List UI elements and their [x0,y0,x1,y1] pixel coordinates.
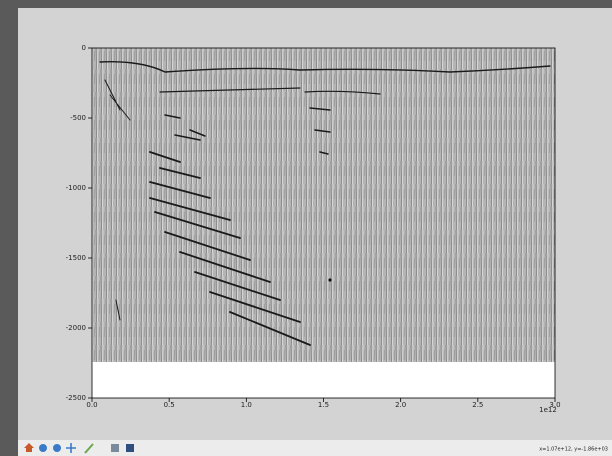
y-tick-label: -2000 [66,324,86,332]
x-tick-label: 0.0 [86,401,97,409]
back-button[interactable] [39,444,47,452]
configure-button[interactable] [111,444,119,452]
x-tick-label: 3.0 [549,401,560,409]
page: 1e12 x=1.07e+12, y=-1.86e+03 0.00.51.01.… [0,0,612,456]
y-tick-label: -1000 [66,184,86,192]
y-tick-label: -2500 [66,394,86,402]
x-tick-label: 2.0 [395,401,406,409]
forward-button[interactable] [53,444,61,452]
x-tick-label: 0.5 [164,401,175,409]
toolbar [18,440,612,456]
x-tick-label: 1.0 [241,401,252,409]
save-button[interactable] [126,444,134,452]
x-tick-label: 1.5 [318,401,329,409]
x-tick-label: 2.5 [472,401,483,409]
screen: 1e12 x=1.07e+12, y=-1.86e+03 0.00.51.01.… [0,0,612,456]
y-tick-label: -1500 [66,254,86,262]
status-coordinates: x=1.07e+12, y=-1.86e+03 [539,447,608,453]
seismic-image [92,48,555,362]
y-tick-label: -500 [70,114,86,122]
y-tick-label: 0 [82,44,86,52]
image-blank-area [92,362,555,398]
